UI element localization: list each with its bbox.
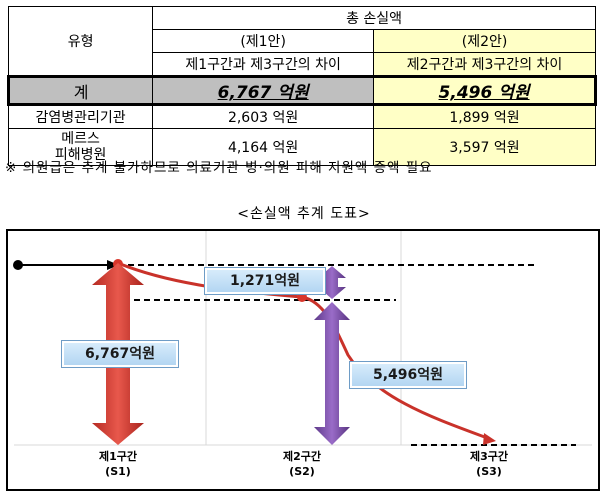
x-tick-label: 제1구간 bbox=[98, 450, 137, 463]
table-row: 메르스 피해병원 4,164 억원 3,597 억원 bbox=[7, 128, 596, 166]
plan1-total-label: 6,767억원 bbox=[62, 341, 178, 367]
total-loss-header: 총 손실액 bbox=[152, 6, 596, 30]
purple-small-arrow bbox=[318, 266, 346, 299]
diff-label: 1,271억원 bbox=[205, 268, 325, 294]
x-tick-sub: (S1) bbox=[105, 465, 131, 478]
x-tick-s1: 제1구간 (S1) bbox=[73, 449, 163, 479]
plan2-title: (제2안) bbox=[373, 29, 596, 53]
plan1-subtitle: 제1구간과 제3구간의 차이 bbox=[152, 52, 375, 77]
point-s2 bbox=[297, 292, 307, 302]
row-label: 메르스 피해병원 bbox=[7, 128, 154, 166]
loss-chart: 1,271억원 6,767억원 5,496억원 제1구간 (S1) 제2구간 (… bbox=[6, 229, 600, 492]
x-tick-s2: 제2구간 (S2) bbox=[257, 449, 347, 479]
chart-caption: <손실액 추계 도표> bbox=[237, 206, 371, 222]
cell-plan1: 2,603 억원 bbox=[152, 104, 375, 129]
cell-plan2: 1,899 억원 bbox=[373, 104, 596, 129]
total-plan1-value: 6,767 억원 bbox=[217, 83, 309, 103]
plan2-subtitle: 제2구간과 제3구간의 차이 bbox=[373, 52, 596, 77]
purple-double-arrow bbox=[314, 302, 350, 445]
x-tick-label: 제3구간 bbox=[469, 450, 508, 463]
x-tick-sub: (S3) bbox=[476, 465, 502, 478]
x-tick-label: 제2구간 bbox=[282, 450, 321, 463]
row-label: 계 bbox=[6, 75, 154, 106]
row-label: 감염병관리기관 bbox=[7, 104, 154, 129]
plan2-total-label: 5,496억원 bbox=[350, 362, 466, 388]
table-row-total: 계 6,767 억원 5,496 억원 bbox=[6, 75, 597, 106]
row-label-line2: 피해병원 bbox=[54, 147, 107, 163]
footnote: ※ 의원급은 추계 불가하므로 의료기관 병·의원 피해 지원액 증액 필요 bbox=[5, 160, 433, 176]
cell-plan2: 3,597 억원 bbox=[373, 128, 596, 166]
x-tick-s3: 제3구간 (S3) bbox=[444, 449, 534, 479]
curve-arrowhead bbox=[483, 433, 496, 445]
loss-table: 유형 총 손실액 (제1안) (제2안) 제1구간과 제3구간의 차이 제2구간… bbox=[6, 6, 597, 166]
total-plan2-value: 5,496 억원 bbox=[438, 83, 530, 103]
start-arrow bbox=[13, 260, 119, 270]
x-tick-sub: (S2) bbox=[289, 465, 315, 478]
plan1-title: (제1안) bbox=[152, 29, 375, 53]
table-row: 감염병관리기관 2,603 억원 1,899 억원 bbox=[7, 104, 596, 129]
row-label-line1: 메르스 bbox=[61, 131, 100, 147]
cell-plan1: 4,164 억원 bbox=[152, 128, 375, 166]
type-header: 유형 bbox=[7, 6, 154, 77]
